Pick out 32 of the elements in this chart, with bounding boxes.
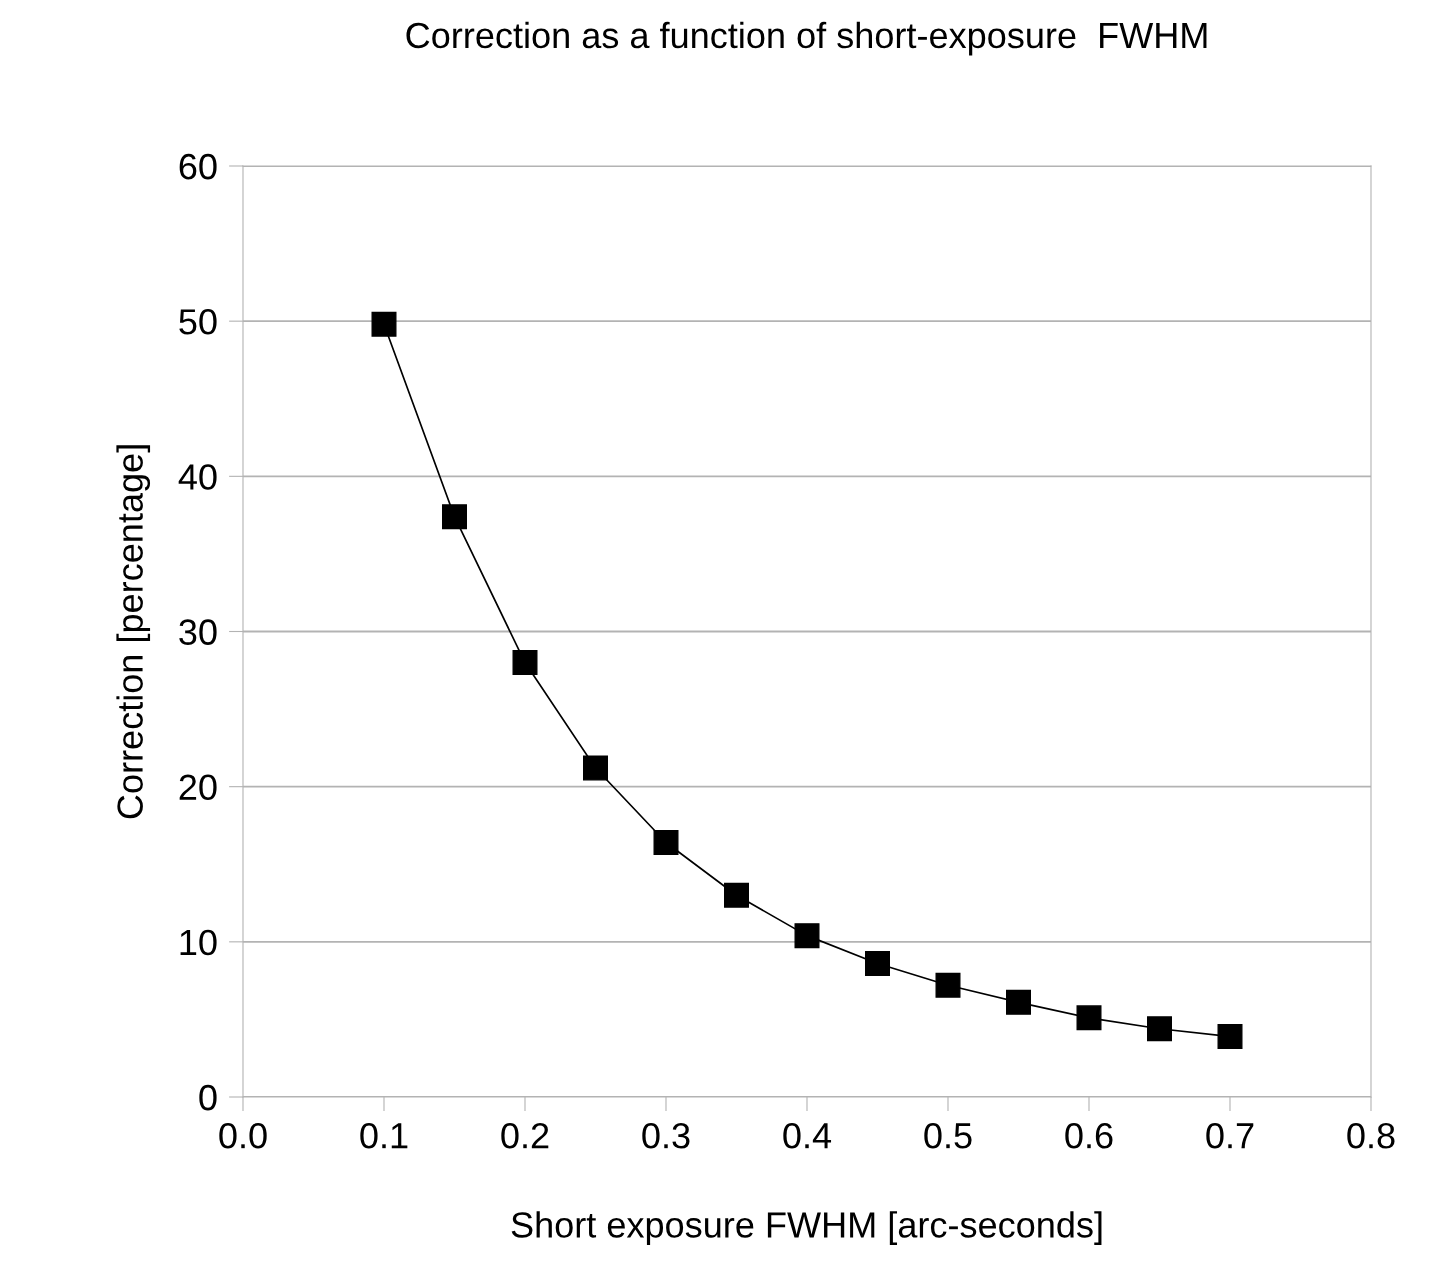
point	[935, 972, 961, 998]
y-tick-label: 50	[179, 309, 217, 335]
y-tick-label: 0	[199, 1084, 217, 1111]
chart-title: Correction as a function of short-exposure FWHM	[406, 21, 1207, 56]
point	[723, 882, 750, 908]
x-tick-label: 0.2	[501, 1122, 549, 1149]
y-axis-title: Correction [percentage]	[116, 445, 151, 819]
point	[653, 830, 679, 856]
x-tick-label: 0.6	[1065, 1122, 1113, 1149]
x-tick-label: 0.0	[219, 1122, 267, 1149]
point	[1217, 1023, 1243, 1049]
x-tick-label: 0.4	[783, 1122, 832, 1149]
point	[794, 923, 820, 949]
point	[1005, 989, 1032, 1015]
y-tick-label: 40	[178, 464, 217, 490]
point	[1146, 1016, 1173, 1042]
point	[1076, 1005, 1102, 1031]
point	[864, 951, 891, 977]
point	[582, 755, 609, 781]
x-axis-title: Short exposure FWHM [arc-seconds]	[511, 1211, 1102, 1245]
point	[371, 311, 397, 337]
x-tick-label: 0.7	[1206, 1122, 1254, 1149]
point	[441, 504, 468, 530]
y-tick-label: 20	[179, 774, 217, 801]
x-tick-label: 0.3	[642, 1122, 690, 1149]
y-tick-label: 60	[179, 153, 217, 180]
point	[512, 650, 538, 676]
y-tick-label: 10	[180, 929, 217, 956]
x-tick-label: 0.5	[924, 1122, 972, 1149]
x-tick-label: 0.1	[360, 1122, 408, 1149]
x-tick-label: 0.8	[1347, 1122, 1395, 1149]
y-tick-label: 30	[179, 619, 217, 645]
